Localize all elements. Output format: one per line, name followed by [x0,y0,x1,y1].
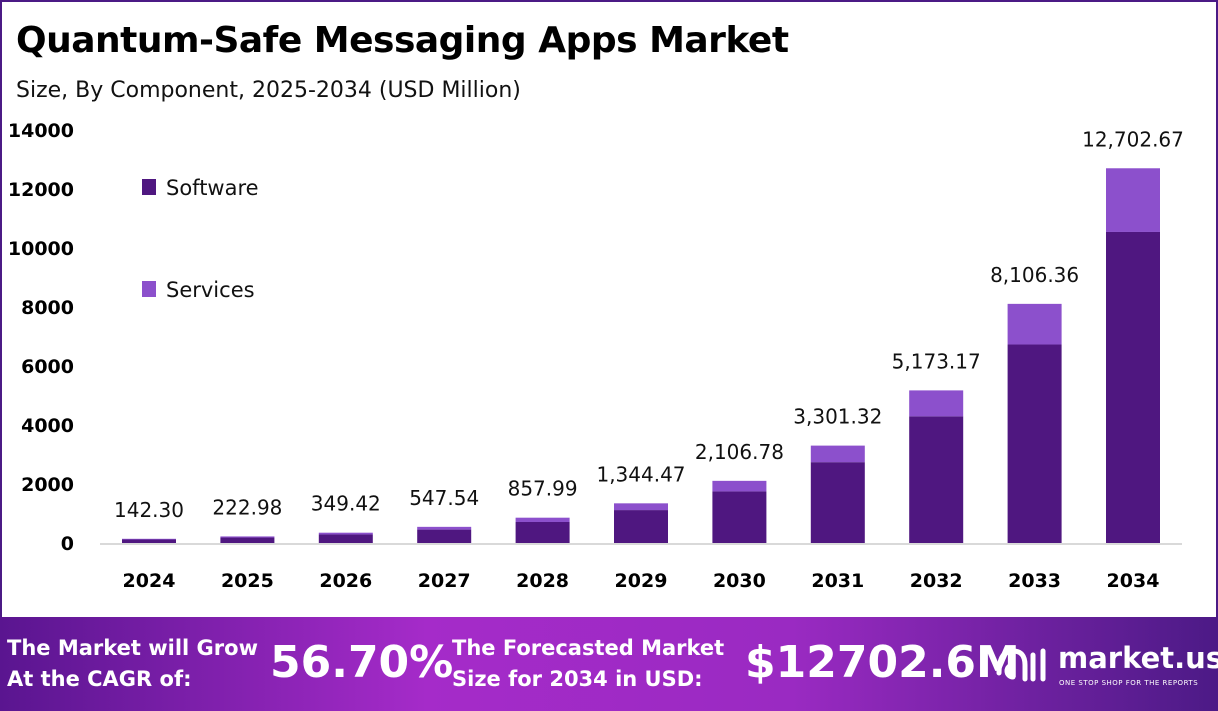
data-label: 12,702.67 [1082,127,1184,151]
y-tick-label: 2000 [21,474,74,496]
bar-software-2032 [909,416,964,543]
bar-software-2030 [712,491,767,543]
x-tick-label: 2027 [418,570,471,592]
bar-software-2025 [220,537,275,543]
market-us-logo-icon [996,648,1046,682]
y-tick-label: 14000 [8,120,74,142]
data-label: 3,301.32 [793,405,882,429]
forecast-label: The Forecasted Market Size for 2034 in U… [452,633,724,695]
bar-services-2025 [220,536,275,538]
data-label: 142.30 [114,498,184,522]
chart-frame [0,0,1218,617]
bar-chart: 0 2000 4000 6000 8000 10000 12000 14000 142.30 20… [8,120,1184,592]
y-tick-label: 12000 [8,179,74,201]
x-tick-label: 2033 [1008,570,1061,592]
cagr-label-line1: The Market will Grow [7,636,258,660]
bar-software-2031 [810,462,865,543]
y-tick-label: 10000 [8,238,74,260]
chart-title: Quantum-Safe Messaging Apps Market [16,20,789,61]
bar-services-2028 [515,517,570,522]
footer-banner: The Market will Grow At the CAGR of: 56.… [0,617,1218,711]
bar-software-2024 [122,539,176,543]
bar-services-2032 [909,390,964,417]
bar-software-2034 [1106,231,1160,544]
chart-subtitle: Size, By Component, 2025-2034 (USD Milli… [16,78,521,103]
y-tick-label: 4000 [21,415,74,437]
x-tick-label: 2032 [910,570,963,592]
bar-software-2033 [1007,344,1062,543]
forecast-label-line2: Size for 2034 in USD: [452,667,703,691]
bar-services-2030 [712,480,767,492]
forecast-label-line1: The Forecasted Market [452,636,725,660]
x-tick-label: 2026 [319,570,372,592]
cagr-label: The Market will Grow At the CAGR of: [7,633,258,695]
cagr-value: 56.70% [270,637,454,688]
bar-services-2029 [614,503,668,511]
y-tick-label: 6000 [21,356,74,378]
bar-software-2027 [417,529,472,543]
legend-label-services: Services [166,278,255,302]
x-tick-label: 2034 [1107,570,1160,592]
legend-label-software: Software [166,176,259,200]
bar-services-2027 [417,526,472,530]
data-label: 8,106.36 [990,263,1079,287]
bar-services-2031 [810,445,865,463]
data-label: 349.42 [311,492,381,516]
y-tick-label: 8000 [21,297,74,319]
data-label: 547.54 [409,486,479,510]
data-label: 2,106.78 [695,440,784,464]
data-label: 1,344.47 [596,462,685,486]
legend-swatch-services [142,281,156,297]
x-tick-label: 2028 [516,570,569,592]
bar-services-2026 [318,532,373,535]
cagr-label-line2: At the CAGR of: [7,667,192,691]
x-tick-label: 2030 [713,570,766,592]
bar-services-2033 [1007,303,1062,345]
bar-software-2029 [614,510,668,543]
bar-services-2034 [1106,168,1160,232]
x-tick-label: 2025 [221,570,274,592]
x-tick-label: 2031 [811,570,864,592]
legend-swatch-software [142,179,156,195]
bar-software-2028 [515,521,570,543]
brand-name: market.us [1058,641,1218,675]
data-label: 222.98 [212,495,282,519]
forecast-value: $12702.6M [745,637,1020,688]
x-tick-label: 2024 [123,570,176,592]
data-label: 5,173.17 [892,349,981,373]
brand-tagline: ONE STOP SHOP FOR THE REPORTS [1059,679,1199,687]
x-tick-label: 2029 [615,570,668,592]
y-tick-label: 0 [61,533,74,555]
bar-software-2026 [318,534,373,543]
bar-services-2024 [122,538,176,540]
data-label: 857.99 [508,477,578,501]
